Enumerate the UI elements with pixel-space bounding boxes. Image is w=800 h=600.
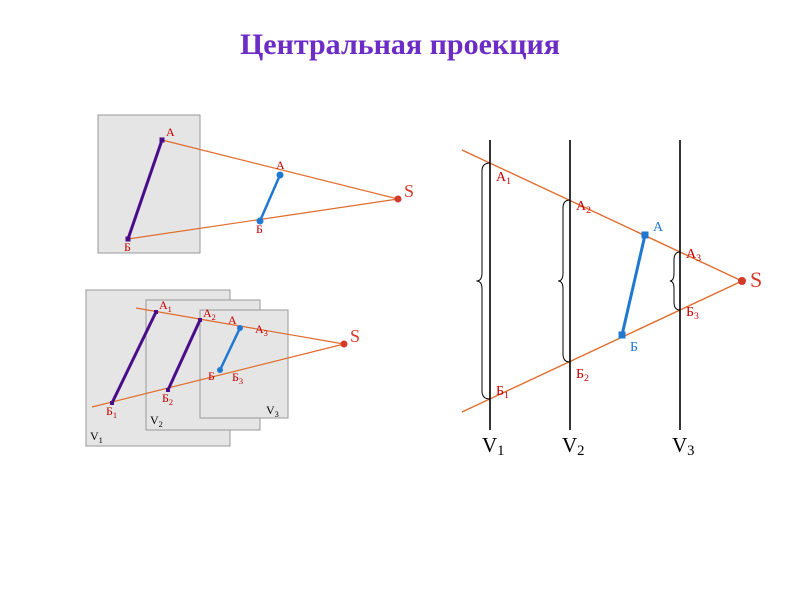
d3-lbl-Bmid: Б xyxy=(630,340,638,355)
d3-brace-1 xyxy=(476,163,490,399)
d1-lbl-Aproj: А xyxy=(166,125,175,139)
d3-lbl-V2: V2 xyxy=(562,433,585,459)
d1-pt-S xyxy=(395,196,402,203)
d3-pt-Bmid xyxy=(619,332,626,339)
diagram-svg: АБАБSА1Б1А2Б2А3Б3АБSV1V2V3А1Б1А2Б2А3Б3АБ… xyxy=(0,0,800,600)
d3-seg-obj xyxy=(622,235,645,335)
d3-lbl-A3: А3 xyxy=(686,247,701,264)
d1-lbl-Amid: А xyxy=(276,158,285,172)
d1-lbl-S: S xyxy=(404,181,414,201)
d3-lbl-B2: Б2 xyxy=(576,367,589,384)
d1-plane xyxy=(98,115,200,253)
d3-brace-2 xyxy=(558,200,570,362)
d3-lbl-V3: V3 xyxy=(672,433,695,459)
d1-seg-obj xyxy=(260,175,280,221)
d2-pt-Bmid xyxy=(217,367,223,373)
d3-pt-Amid xyxy=(642,232,649,239)
d2-pt-A2 xyxy=(198,318,202,322)
d3-lbl-B1: Б1 xyxy=(496,384,509,401)
d3-lbl-A2: А2 xyxy=(576,199,591,216)
d2-pt-Amid xyxy=(237,325,243,331)
d3-lbl-B3: Б3 xyxy=(686,305,699,322)
d3-pt-S xyxy=(738,277,746,285)
d1-lbl-Bproj: Б xyxy=(124,240,131,254)
d1-pt-Amid xyxy=(277,172,284,179)
d2-pt-S xyxy=(341,341,348,348)
d1-pt-Aproj xyxy=(160,138,165,143)
d3-lbl-Amid: А xyxy=(653,220,664,235)
d3-lbl-V1: V1 xyxy=(482,433,505,459)
d2-lbl-Amid: А xyxy=(228,313,237,327)
d3-brace-3 xyxy=(670,252,680,310)
d2-lbl-Bmid: Б xyxy=(208,369,215,383)
d2-lbl-S: S xyxy=(350,326,360,346)
d2-pt-A1 xyxy=(154,310,158,314)
d1-lbl-Bmid: Б xyxy=(256,222,263,236)
d3-lbl-S: S xyxy=(750,267,762,292)
